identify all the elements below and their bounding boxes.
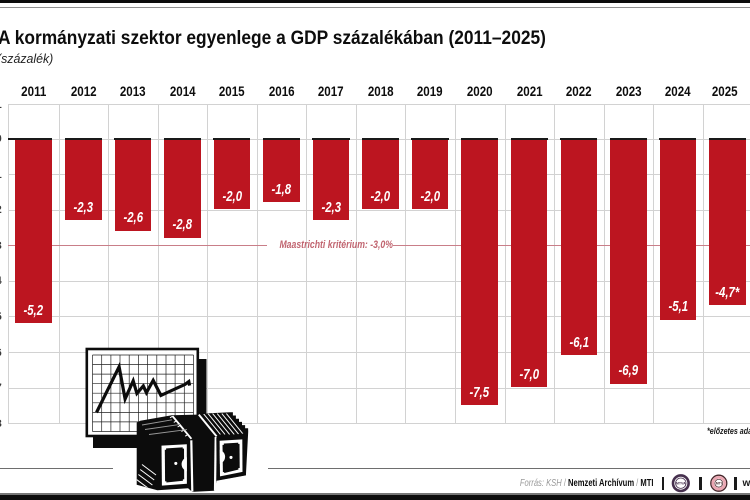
svg-text:MTVA: MTVA [676, 482, 686, 486]
svg-text:MTI: MTI [716, 481, 722, 485]
